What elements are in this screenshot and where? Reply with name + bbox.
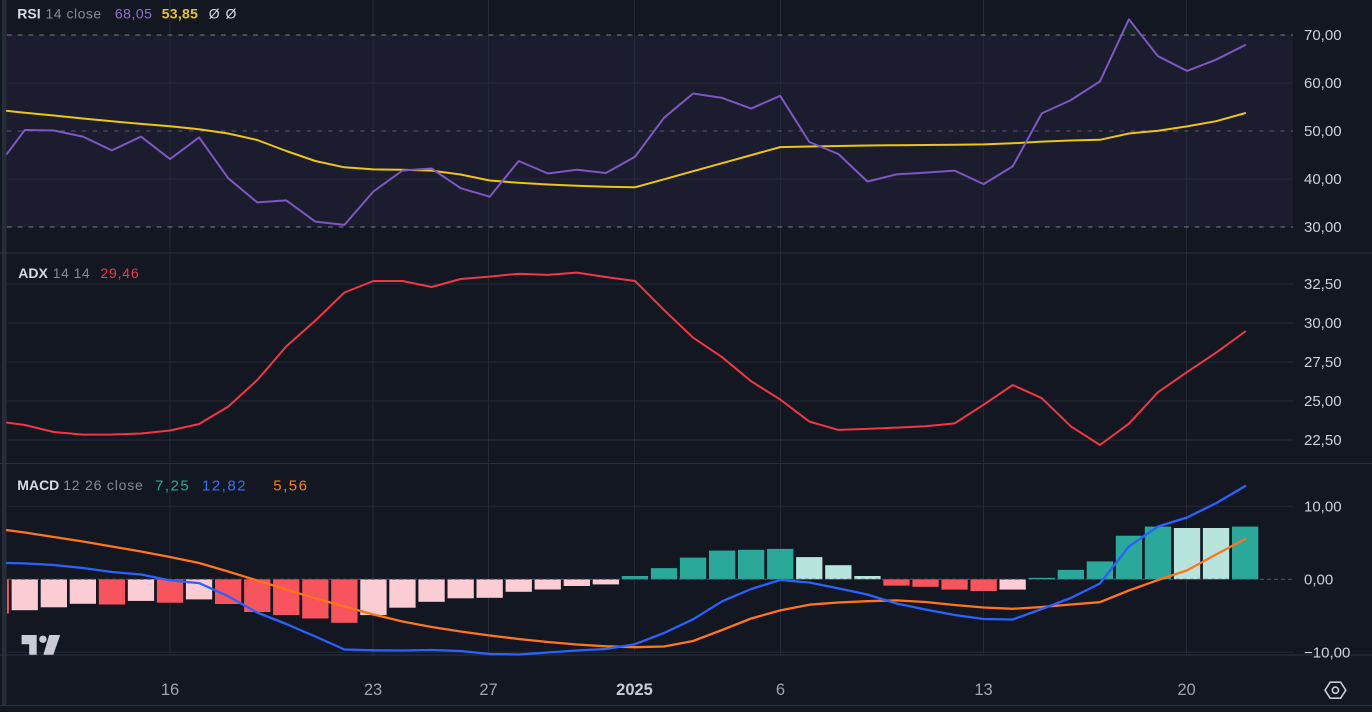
svg-text:14 close: 14 close	[46, 6, 102, 22]
svg-text:5,56: 5,56	[273, 478, 308, 495]
svg-text:14 14: 14 14	[53, 265, 91, 281]
svg-text:20: 20	[1177, 681, 1195, 699]
svg-text:7,25: 7,25	[155, 478, 190, 495]
svg-text:16: 16	[161, 681, 179, 699]
svg-text:0,00: 0,00	[1304, 571, 1333, 588]
svg-text:68,05: 68,05	[115, 6, 153, 22]
svg-text:29,46: 29,46	[100, 265, 139, 281]
svg-text:40,00: 40,00	[1304, 171, 1342, 188]
svg-text:13: 13	[974, 681, 992, 699]
svg-text:53,85: 53,85	[162, 6, 199, 22]
svg-text:23: 23	[364, 681, 382, 699]
svg-text:30,00: 30,00	[1304, 219, 1342, 236]
svg-text:70,00: 70,00	[1304, 27, 1342, 44]
svg-text:27,50: 27,50	[1304, 354, 1342, 371]
svg-text:60,00: 60,00	[1304, 75, 1342, 92]
svg-text:ADX: ADX	[18, 265, 48, 281]
svg-text:6: 6	[776, 681, 785, 699]
svg-text:50,00: 50,00	[1304, 123, 1342, 140]
svg-text:25,00: 25,00	[1304, 393, 1342, 410]
svg-text:22,50: 22,50	[1304, 432, 1342, 449]
svg-text:Ø: Ø	[209, 6, 220, 22]
svg-text:RSI: RSI	[17, 6, 40, 22]
svg-text:2025: 2025	[616, 681, 653, 699]
svg-text:−10,00: −10,00	[1304, 644, 1350, 661]
svg-text:10,00: 10,00	[1304, 498, 1342, 515]
svg-text:32,50: 32,50	[1304, 276, 1342, 293]
svg-text:27: 27	[479, 681, 497, 699]
svg-text:MACD: MACD	[17, 477, 59, 493]
svg-text:12,82: 12,82	[202, 478, 247, 495]
svg-text:Ø: Ø	[226, 6, 237, 22]
svg-text:12 26 close: 12 26 close	[63, 477, 143, 493]
svg-text:30,00: 30,00	[1304, 315, 1342, 332]
